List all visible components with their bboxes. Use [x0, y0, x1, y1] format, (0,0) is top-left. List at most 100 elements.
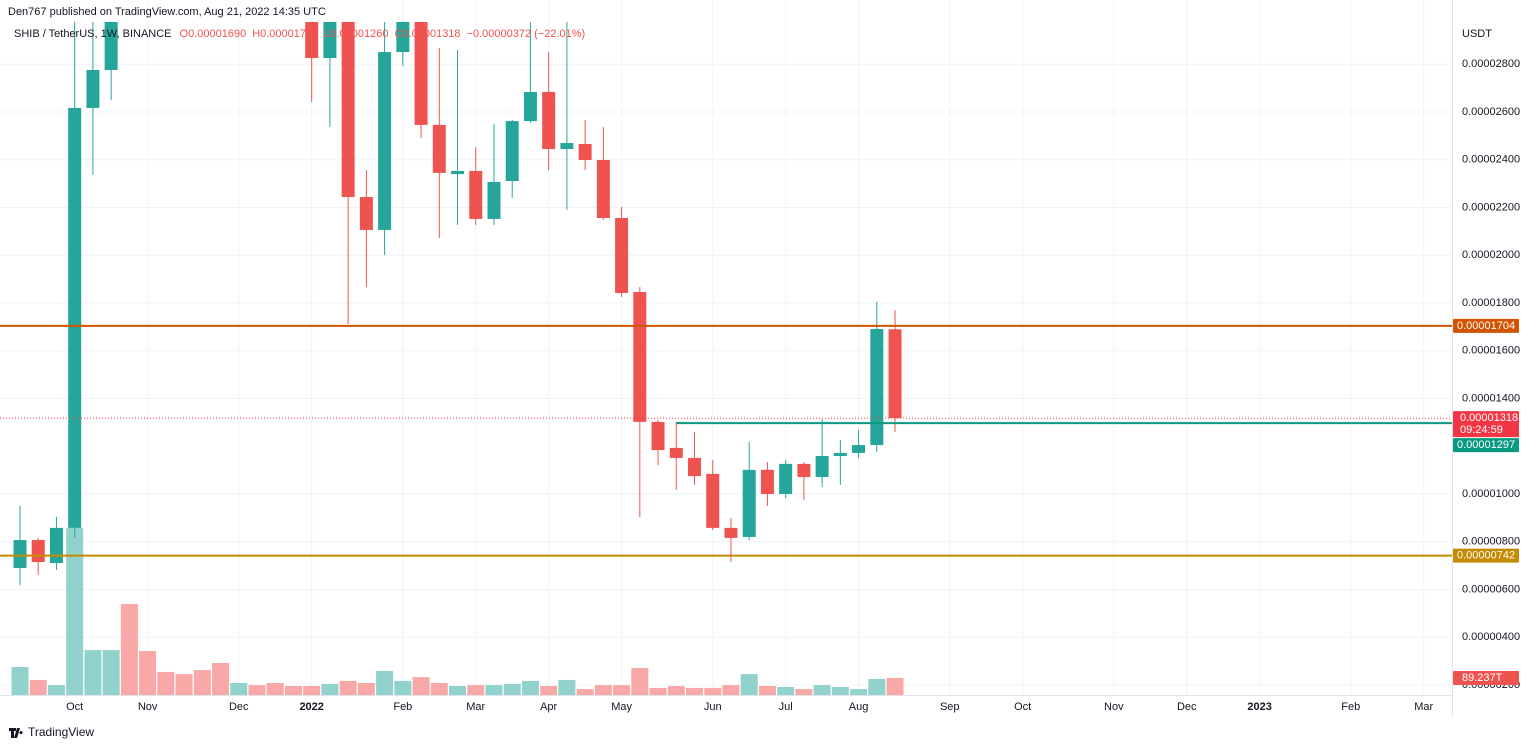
volume-bar: [813, 685, 831, 695]
y-tick-label: 0.00002000: [1462, 249, 1520, 261]
x-tick-label: May: [611, 701, 632, 713]
volume-box: [1453, 671, 1519, 686]
candle-body: [451, 170, 465, 175]
y-tick-label: 0.00002600: [1462, 106, 1520, 118]
volume-bar: [84, 650, 102, 695]
volume-bar: [376, 670, 394, 695]
volume-bar: [613, 685, 631, 695]
candle-body: [49, 527, 63, 563]
candle-body: [323, 22, 337, 59]
candle-body: [341, 22, 355, 197]
y-tick-label: 0.00000600: [1462, 583, 1520, 595]
level-box: [1453, 438, 1519, 453]
x-tick-label: Nov: [1104, 701, 1124, 713]
volume-bar: [357, 682, 375, 695]
volume-bar: [631, 667, 649, 695]
volume-bar: [47, 685, 65, 695]
last-price-label: 0.00001318: [1460, 412, 1518, 424]
volume-bar: [193, 670, 211, 695]
candle-body: [742, 469, 756, 537]
candle-body: [888, 329, 902, 419]
logo-mark: [9, 728, 23, 738]
candle-body: [487, 181, 501, 219]
axis-unit: USDT: [1462, 28, 1492, 40]
legend-value: O0.00001690: [180, 28, 247, 40]
candle-body: [523, 91, 537, 122]
x-tick-label: 2023: [1247, 701, 1271, 713]
x-tick-label: Sep: [940, 701, 960, 713]
candle-body: [305, 22, 319, 59]
candle-body: [688, 457, 702, 477]
countdown-label: 09:24:59: [1460, 424, 1503, 436]
candle-body: [104, 22, 118, 70]
volume-bar: [66, 527, 84, 695]
candle-body: [724, 527, 738, 538]
x-tick-label: Oct: [1014, 701, 1031, 713]
volume-bar: [266, 682, 284, 695]
candle-body: [378, 52, 392, 230]
candle-body: [797, 463, 811, 478]
level-box: [1453, 548, 1519, 563]
volume-bar: [758, 686, 776, 695]
volume-bar: [667, 686, 685, 695]
volume-bar: [704, 687, 722, 695]
candle-body: [13, 540, 27, 568]
volume-bar: [558, 679, 576, 695]
volume-bar: [868, 678, 886, 695]
candle-body: [760, 469, 774, 494]
candle-body: [469, 170, 483, 219]
level-label: 0.00001704: [1457, 320, 1515, 332]
volume-bar: [102, 650, 120, 695]
candle-body: [633, 292, 647, 422]
volume-bar: [175, 674, 193, 695]
volume-bar: [157, 671, 175, 695]
volume-bar: [303, 686, 321, 695]
candle-body: [31, 540, 45, 563]
y-tick-label: 0.00000800: [1462, 536, 1520, 548]
y-tick-label: 0.00001600: [1462, 345, 1520, 357]
publisher-note: Den767 published on TradingView.com, Aug…: [8, 6, 326, 18]
volume-bar: [540, 686, 558, 695]
candle-body: [615, 218, 629, 293]
volume-bar: [29, 679, 47, 695]
x-tick-label: Feb: [393, 701, 412, 713]
volume-bar: [11, 666, 29, 695]
candle-body: [68, 107, 82, 528]
volume-bar: [686, 687, 704, 695]
candle-body: [833, 452, 847, 457]
x-tick-label: Nov: [138, 701, 158, 713]
symbol: SHIB / TetherUS, 1W, BINANCE: [14, 28, 172, 40]
candle-body: [815, 456, 829, 478]
level-box: [1453, 318, 1519, 333]
legend-value: C0.00001318: [394, 28, 460, 40]
level-label: 0.00000742: [1457, 549, 1515, 561]
axis-background: [1452, 0, 1536, 716]
y-tick-label: 0.00002200: [1462, 201, 1520, 213]
candle-body: [578, 143, 592, 160]
grid: [0, 0, 1452, 695]
volume-bar: [339, 680, 357, 695]
x-tick-label: Dec: [1177, 701, 1197, 713]
x-tick-label: Apr: [540, 701, 557, 713]
volume-bar: [521, 680, 539, 695]
volume-bar: [230, 682, 248, 695]
legend-value: H0.00001770: [252, 28, 318, 40]
x-tick-label: Jun: [704, 701, 722, 713]
x-tick-label: Jul: [779, 701, 793, 713]
volume-bar: [649, 687, 667, 695]
x-tick-label: Mar: [466, 701, 485, 713]
level-label: 0.00001297: [1457, 439, 1515, 451]
volume-bar: [831, 686, 849, 695]
volume-bar: [886, 678, 904, 695]
candle-body: [86, 69, 100, 108]
candle-body: [669, 447, 683, 458]
x-tick-label: Aug: [849, 701, 869, 713]
volume-bar: [284, 686, 302, 695]
volume-bar: [485, 685, 503, 695]
price-axis: USDT 0.000002000.000004000.000006000.000…: [0, 0, 1536, 716]
y-tick-label: 0.00002800: [1462, 58, 1520, 70]
volume-bar: [120, 603, 138, 695]
